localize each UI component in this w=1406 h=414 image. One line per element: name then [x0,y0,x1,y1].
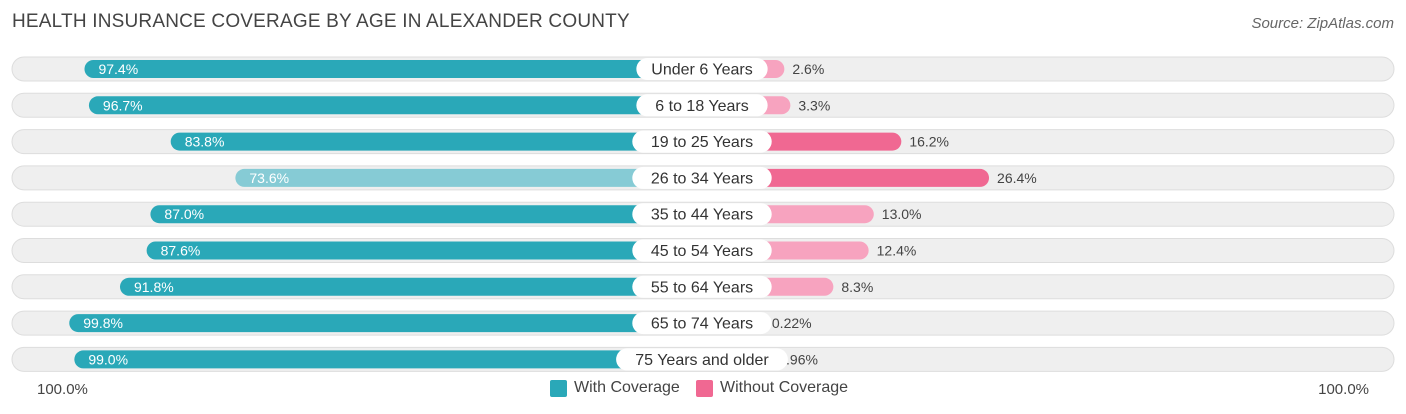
value-label-with-coverage: 97.4% [98,61,138,77]
legend-label-without-coverage: Without Coverage [720,379,849,396]
category-label: Under 6 Years [651,62,752,79]
category-label-background [636,58,768,80]
value-label-without-coverage: 8.3% [841,279,873,295]
bar-with-coverage [88,96,702,115]
axis-right-label: 100.0% [1318,381,1369,398]
bar-with-coverage [150,205,703,224]
value-label-without-coverage: 12.4% [877,243,917,259]
bar-with-coverage [146,241,703,260]
axis-left-label: 100.0% [37,381,88,398]
category-label: 45 to 54 Years [651,243,753,260]
value-label-without-coverage: 3.3% [798,97,830,113]
legend: With Coverage Without Coverage [0,379,1406,401]
value-label-with-coverage: 73.6% [249,170,289,186]
value-label-with-coverage: 99.8% [83,315,123,331]
category-label: 26 to 34 Years [651,170,753,187]
value-label-without-coverage: 13.0% [882,206,922,222]
value-label-with-coverage: 99.0% [88,351,128,367]
value-label-without-coverage: 2.6% [792,61,824,77]
category-label-background [632,275,772,298]
value-label-with-coverage: 87.0% [164,206,204,222]
value-label-with-coverage: 96.7% [103,97,143,113]
value-label-without-coverage: 0.22% [772,315,812,331]
legend-swatch-without-coverage [696,379,713,397]
legend-swatch-with-coverage [550,379,567,397]
category-label: 19 to 25 Years [651,134,753,151]
category-label-background [632,130,772,153]
bar-with-coverage [84,60,702,78]
bar-with-coverage [119,277,703,296]
value-label-with-coverage: 83.8% [185,134,225,150]
bar-with-coverage [74,350,703,369]
value-label-without-coverage: 26.4% [997,170,1037,186]
chart-source: Source: ZipAtlas.com [1251,15,1394,32]
category-label-background [636,94,768,117]
category-label: 55 to 64 Years [651,279,753,296]
chart-title: HEALTH INSURANCE COVERAGE BY AGE IN ALEX… [12,11,630,32]
bar-with-coverage [170,132,702,151]
category-label-background [632,239,772,262]
value-label-without-coverage: 0.96% [778,351,818,367]
category-label: 35 to 44 Years [651,207,753,224]
category-label-background [632,166,772,189]
legend-item-without-coverage[interactable]: Without Coverage [696,379,848,397]
category-label-background [632,312,772,335]
bar-with-coverage [69,314,702,333]
bar-without-coverage [702,168,990,187]
value-label-with-coverage: 91.8% [134,279,174,295]
category-label: 75 Years and older [635,352,769,369]
category-label-background [632,203,772,226]
value-label-without-coverage: 16.2% [909,134,949,150]
legend-label-with-coverage: With Coverage [574,379,680,396]
category-label: 65 to 74 Years [651,316,753,333]
category-label-background [616,348,788,371]
legend-item-with-coverage[interactable]: With Coverage [550,379,680,397]
bar-with-coverage [235,168,702,187]
value-label-with-coverage: 87.6% [161,243,201,259]
category-label: 6 to 18 Years [655,98,748,115]
